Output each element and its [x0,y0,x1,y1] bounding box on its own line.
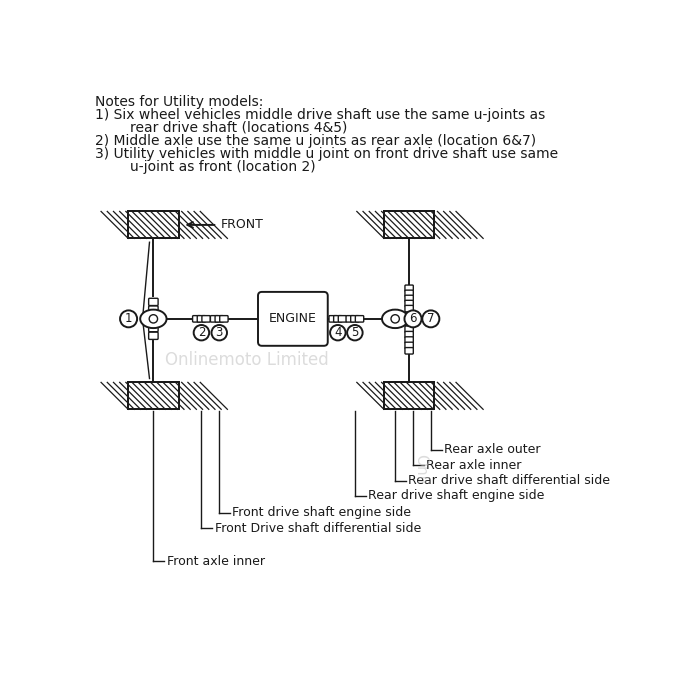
Circle shape [149,315,158,323]
FancyBboxPatch shape [405,285,413,291]
Text: 1) Six wheel vehicles middle drive shaft use the same u-joints as: 1) Six wheel vehicles middle drive shaft… [95,108,545,122]
FancyBboxPatch shape [197,316,206,322]
Text: 3) Utility vehicles with middle u joint on front drive shaft use same: 3) Utility vehicles with middle u joint … [95,147,559,161]
FancyBboxPatch shape [215,316,223,322]
Text: 1: 1 [125,312,132,326]
Bar [384,211,434,239]
Circle shape [194,325,209,340]
Text: 5: 5 [351,326,358,340]
FancyBboxPatch shape [258,292,328,346]
Bar [384,382,434,410]
Bar [128,382,178,410]
Ellipse shape [382,309,408,328]
Text: Rear drive shaft differential side: Rear drive shaft differential side [408,474,610,487]
Circle shape [211,325,227,340]
Text: 2: 2 [197,326,205,340]
Bar [384,211,434,239]
Bar [384,382,434,410]
FancyBboxPatch shape [148,306,158,313]
Bar [128,382,178,410]
FancyBboxPatch shape [220,316,228,322]
Text: rear drive shaft (locations 4&5): rear drive shaft (locations 4&5) [95,121,348,135]
FancyBboxPatch shape [329,316,337,322]
Circle shape [120,310,137,328]
Text: 7: 7 [427,312,435,326]
Text: Notes for Utility models:: Notes for Utility models: [95,94,264,108]
FancyBboxPatch shape [405,300,413,307]
Circle shape [405,310,421,328]
Text: 6: 6 [410,312,416,326]
Bar [128,211,178,239]
FancyBboxPatch shape [405,331,413,338]
FancyBboxPatch shape [193,316,201,322]
Ellipse shape [140,309,167,328]
FancyBboxPatch shape [338,316,346,322]
Text: ENGINE: ENGINE [269,312,317,326]
FancyBboxPatch shape [356,316,364,322]
FancyBboxPatch shape [405,290,413,297]
FancyBboxPatch shape [351,316,359,322]
FancyBboxPatch shape [405,305,413,312]
Text: Onlinemoto Limited: Onlinemoto Limited [165,351,329,369]
Text: Rear axle inner: Rear axle inner [426,458,522,472]
Text: Front Drive shaft differential side: Front Drive shaft differential side [215,522,421,535]
Text: u-joint as front (location 2): u-joint as front (location 2) [95,160,316,174]
FancyBboxPatch shape [148,298,158,305]
Text: FRONT: FRONT [221,218,264,232]
Bar [128,382,178,410]
FancyBboxPatch shape [405,295,413,302]
FancyBboxPatch shape [148,332,158,340]
Bar [128,211,178,239]
FancyBboxPatch shape [148,325,158,332]
Text: Rear axle outer: Rear axle outer [444,443,540,456]
Text: Onli: Onli [413,454,428,484]
Text: Rear drive shaft engine side: Rear drive shaft engine side [368,489,545,503]
Text: 2) Middle axle use the same u joints as rear axle (location 6&7): 2) Middle axle use the same u joints as … [95,134,536,148]
FancyBboxPatch shape [405,337,413,343]
Circle shape [347,325,363,340]
Circle shape [391,315,400,323]
FancyBboxPatch shape [346,316,354,322]
Text: Front axle inner: Front axle inner [167,555,265,568]
FancyBboxPatch shape [405,342,413,349]
FancyBboxPatch shape [334,316,342,322]
FancyBboxPatch shape [405,326,413,332]
Text: Front drive shaft engine side: Front drive shaft engine side [232,506,412,519]
Text: 4: 4 [334,326,342,340]
Circle shape [422,310,440,328]
Bar [128,211,178,239]
Bar [384,211,434,239]
FancyBboxPatch shape [202,316,210,322]
Text: 3: 3 [216,326,223,340]
FancyBboxPatch shape [211,316,219,322]
FancyBboxPatch shape [405,348,413,354]
Bar [384,382,434,410]
Circle shape [330,325,346,340]
